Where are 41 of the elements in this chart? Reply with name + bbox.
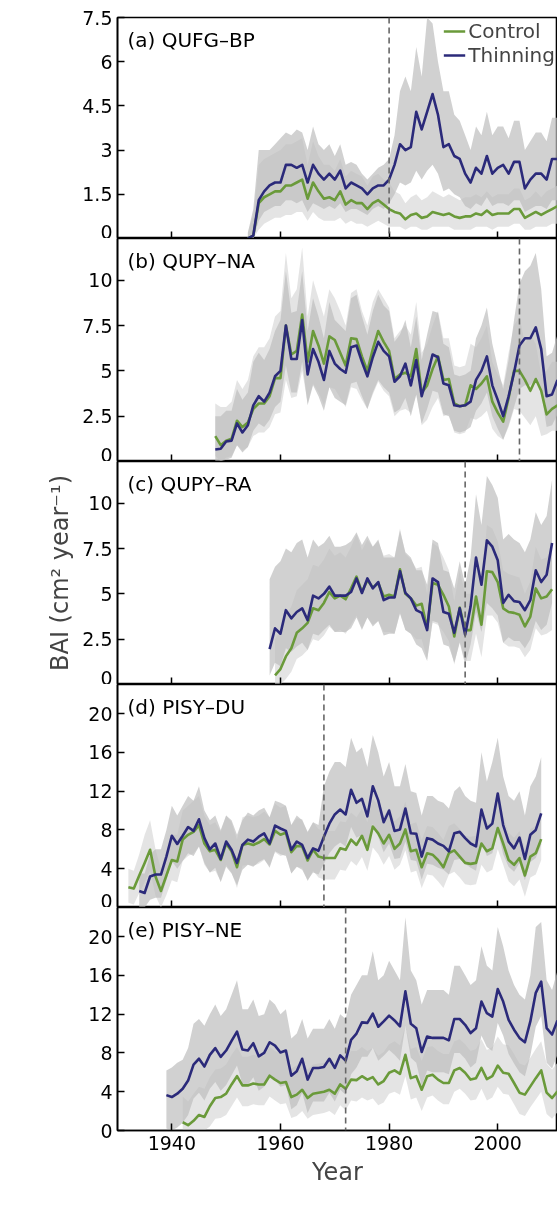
x-tick-label: 1980 <box>364 1131 414 1154</box>
y-tick-label: 2.5 <box>82 405 113 428</box>
x-tick-label: 1960 <box>256 1131 305 1154</box>
text: (a) QUFG–BP <box>127 27 255 52</box>
y-tick-label: 5 <box>100 582 113 605</box>
y-tick-label: 0 <box>100 666 113 689</box>
legend-label: Thinning <box>468 43 555 67</box>
y-tick-label: 4 <box>100 857 113 880</box>
y-tick-label: 16 <box>88 964 113 987</box>
x-tick-label: 2000 <box>473 1131 522 1154</box>
y-tick-label: 4.5 <box>82 94 113 117</box>
y-tick-label: 7.5 <box>82 537 113 560</box>
y-tick-label: 16 <box>88 741 113 764</box>
y-tick-label: 2.5 <box>82 628 113 651</box>
text: (c) QUPY–RA <box>127 471 252 496</box>
y-tick-label: 20 <box>88 925 113 948</box>
y-tick-label: 0 <box>100 443 113 466</box>
text: (e) PISY–NE <box>127 917 243 942</box>
y-tick-label: 8 <box>100 818 113 841</box>
y-tick-label: 10 <box>88 269 113 292</box>
legend-label: Control <box>468 19 541 43</box>
x-axis-title: Year <box>311 1157 364 1186</box>
y-tick-label: 20 <box>88 702 113 725</box>
y-tick-label: 10 <box>88 492 113 515</box>
y-axis-title: BAI (cm² year⁻¹) <box>46 475 75 671</box>
y-tick-label: 0 <box>100 889 113 912</box>
y-tick-label: 4 <box>100 1080 113 1103</box>
text: (d) PISY–DU <box>127 694 246 719</box>
y-tick-label: 5 <box>100 359 113 382</box>
y-tick-label: 0 <box>100 220 113 243</box>
x-tick-label: 1940 <box>147 1131 196 1154</box>
y-tick-label: 0 <box>100 1119 113 1142</box>
y-tick-label: 8 <box>100 1041 113 1064</box>
y-tick-label: 3 <box>100 139 113 162</box>
y-tick-label: 6 <box>100 50 113 73</box>
y-tick-label: 7.5 <box>82 6 113 29</box>
y-tick-label: 7.5 <box>82 314 113 337</box>
text: (b) QUPY–NA <box>127 248 256 273</box>
y-tick-label: 12 <box>88 1003 113 1026</box>
y-tick-label: 1.5 <box>82 183 113 206</box>
y-tick-label: 12 <box>88 780 113 803</box>
